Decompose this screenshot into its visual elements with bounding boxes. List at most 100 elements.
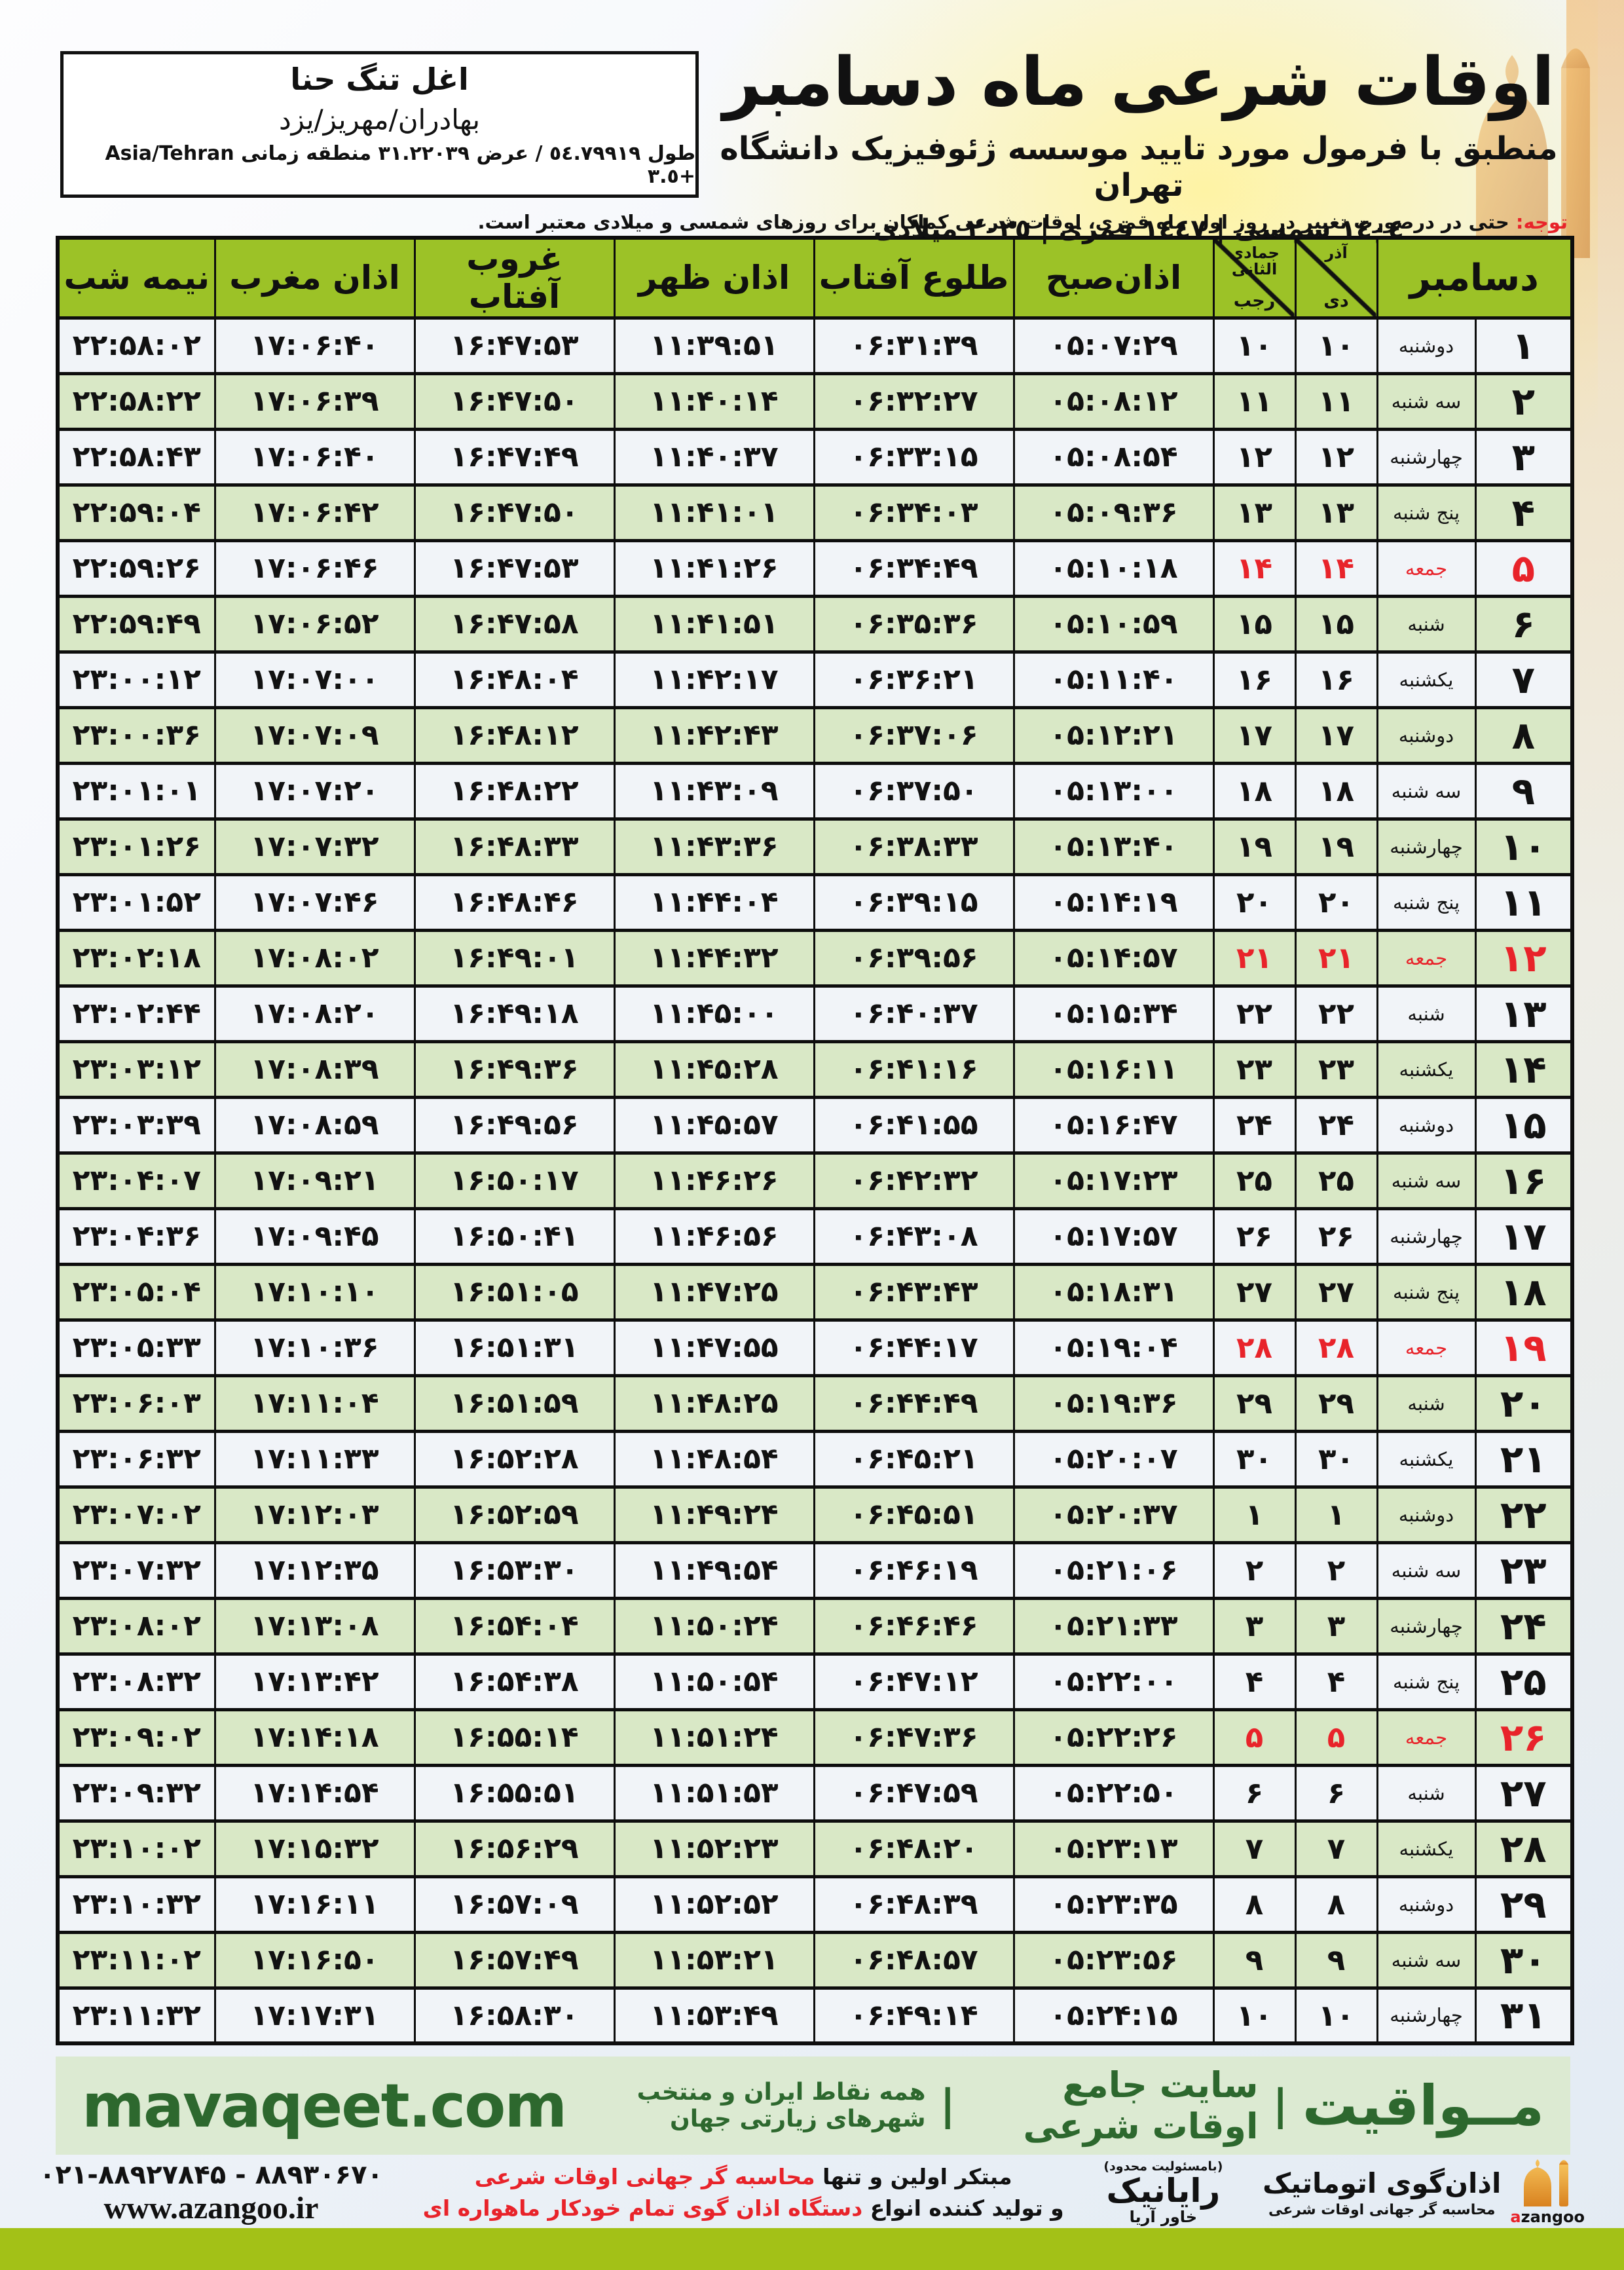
noon-cell: ۱۱:۴۵:۵۷ <box>613 1095 815 1155</box>
fajr-cell: ۰۵:۲۳:۳۵ <box>1012 1874 1215 1934</box>
weekday-cell: شنبه <box>1376 594 1477 654</box>
hijri-day-cell: ۲۳ <box>1212 1039 1297 1099</box>
noon-cell: ۱۱:۴۳:۳۶ <box>613 817 815 876</box>
noon-cell: ۱۱:۴۱:۲۶ <box>613 538 815 598</box>
day-cell: ۷ <box>1474 650 1574 709</box>
weekday-cell: دوشنبه <box>1376 316 1477 375</box>
midnight-cell: ۲۲:۵۹:۴۹ <box>56 594 216 654</box>
persian-day-cell: ۲ <box>1294 1540 1378 1600</box>
table-row: ۲۷ شنبه ۶ ۶ ۰۵:۲۲:۵۰ ۰۶:۴۷:۵۹ ۱۱:۵۱:۵۳ ۱۶:۵۵:۵۱… <box>56 1763 1574 1823</box>
sunrise-cell: ۰۶:۴۶:۴۶ <box>813 1596 1015 1656</box>
persian-day-cell: ۱۲ <box>1294 427 1378 487</box>
midnight-cell: ۲۳:۱۱:۳۲ <box>56 1986 216 2045</box>
column-sunrise: طلوع آفتاب <box>813 236 1015 320</box>
sunset-cell: ۱۶:۵۱:۰۵ <box>413 1262 616 1322</box>
sunrise-cell: ۰۶:۳۸:۳۳ <box>813 817 1015 876</box>
sunrise-cell: ۰۶:۴۱:۱۶ <box>813 1039 1015 1099</box>
midnight-cell: ۲۳:۰۸:۳۲ <box>56 1652 216 1711</box>
sunrise-cell: ۰۶:۴۷:۱۲ <box>813 1652 1015 1711</box>
hijri-day-cell: ۲۶ <box>1212 1206 1297 1266</box>
table-row: ۱۷ چهارشنبه ۲۶ ۲۶ ۰۵:۱۷:۵۷ ۰۶:۴۳:۰۸ ۱۱:۴۶:۵۶ ۱۶… <box>56 1206 1574 1266</box>
weekday-cell: سه شنبه <box>1376 1930 1477 1990</box>
sunrise-cell: ۰۶:۴۲:۳۲ <box>813 1151 1015 1210</box>
hijri-day-cell: ۲۸ <box>1212 1318 1297 1377</box>
midnight-cell: ۲۳:۱۰:۰۲ <box>56 1819 216 1878</box>
sunset-cell: ۱۶:۵۵:۱۴ <box>413 1707 616 1767</box>
fajr-cell: ۰۵:۱۶:۴۷ <box>1012 1095 1215 1155</box>
table-row: ۲۶ جمعه ۵ ۵ ۰۵:۲۲:۲۶ ۰۶:۴۷:۳۶ ۱۱:۵۱:۲۴ ۱۶:۵۵:۱۴… <box>56 1707 1574 1767</box>
weekday-cell: دوشنبه <box>1376 1874 1477 1934</box>
table-row: ۳۰ سه شنبه ۹ ۹ ۰۵:۲۳:۵۶ ۰۶:۴۸:۵۷ ۱۱:۵۳:۲۱ ۱۶:۵۷… <box>56 1930 1574 1990</box>
maghrib-cell: ۱۷:۱۳:۰۸ <box>213 1596 416 1656</box>
persian-day-cell: ۶ <box>1294 1763 1378 1823</box>
sunrise-cell: ۰۶:۴۳:۰۸ <box>813 1206 1015 1266</box>
midnight-cell: ۲۳:۰۴:۳۶ <box>56 1206 216 1266</box>
sunrise-cell: ۰۶:۳۷:۰۶ <box>813 705 1015 765</box>
maghrib-cell: ۱۷:۱۲:۳۵ <box>213 1540 416 1600</box>
table-row: ۶ شنبه ۱۵ ۱۵ ۰۵:۱۰:۵۹ ۰۶:۳۵:۳۶ ۱۱:۴۱:۵۱ ۱۶:۴۷:۵… <box>56 594 1574 654</box>
sunset-cell: ۱۶:۵۰:۱۷ <box>413 1151 616 1210</box>
table-row: ۱۹ جمعه ۲۸ ۲۸ ۰۵:۱۹:۰۴ ۰۶:۴۴:۱۷ ۱۱:۴۷:۵۵ ۱۶:۵۱:… <box>56 1318 1574 1377</box>
hijri-day-cell: ۹ <box>1212 1930 1297 1990</box>
midnight-cell: ۲۳:۰۰:۱۲ <box>56 650 216 709</box>
midnight-cell: ۲۳:۰۷:۳۲ <box>56 1540 216 1600</box>
location-box: اغل تنگ حنا بهادران/مهریز/یزد طول ٥٤.٧٩٩… <box>60 51 699 198</box>
sunrise-cell: ۰۶:۴۸:۲۰ <box>813 1819 1015 1878</box>
hijri-day-cell: ۴ <box>1212 1652 1297 1711</box>
weekday-cell: شنبه <box>1376 984 1477 1043</box>
sunset-cell: ۱۶:۴۷:۵۳ <box>413 316 616 375</box>
sunset-cell: ۱۶:۵۶:۲۹ <box>413 1819 616 1878</box>
hijri-day-cell: ۲۰ <box>1212 872 1297 932</box>
sunrise-cell: ۰۶:۳۹:۱۵ <box>813 872 1015 932</box>
day-cell: ۲۲ <box>1474 1485 1574 1544</box>
persian-day-cell: ۱۹ <box>1294 817 1378 876</box>
day-cell: ۳۱ <box>1474 1986 1574 2045</box>
table-row: ۲۳ سه شنبه ۲ ۲ ۰۵:۲۱:۰۶ ۰۶:۴۶:۱۹ ۱۱:۴۹:۵۴ ۱۶:۵۳… <box>56 1540 1574 1600</box>
hijri-day-cell: ۲۱ <box>1212 928 1297 988</box>
hijri-day-cell: ۱۰ <box>1212 1986 1297 2045</box>
day-cell: ۲۳ <box>1474 1540 1574 1600</box>
noon-cell: ۱۱:۴۲:۴۳ <box>613 705 815 765</box>
sunset-cell: ۱۶:۴۸:۱۲ <box>413 705 616 765</box>
fajr-cell: ۰۵:۲۲:۵۰ <box>1012 1763 1215 1823</box>
table-row: ۲۴ چهارشنبه ۳ ۳ ۰۵:۲۱:۳۳ ۰۶:۴۶:۴۶ ۱۱:۵۰:۲۴ ۱۶:۵… <box>56 1596 1574 1656</box>
persian-day-cell: ۳ <box>1294 1596 1378 1656</box>
noon-cell: ۱۱:۵۳:۲۱ <box>613 1930 815 1990</box>
midnight-cell: ۲۳:۰۲:۴۴ <box>56 984 216 1043</box>
table-header-row: دسامبر آذر دی جمادی الثانی رجب اذان‌صبح … <box>56 236 1574 320</box>
table-row: ۱۸ پنج شنبه ۲۷ ۲۷ ۰۵:۱۸:۳۱ ۰۶:۴۳:۴۳ ۱۱:۴۷:۲۵ ۱۶… <box>56 1262 1574 1322</box>
sunrise-cell: ۰۶:۴۱:۵۵ <box>813 1095 1015 1155</box>
sunrise-cell: ۰۶:۴۷:۵۹ <box>813 1763 1015 1823</box>
day-cell: ۵ <box>1474 538 1574 598</box>
day-cell: ۲۶ <box>1474 1707 1574 1767</box>
midnight-cell: ۲۳:۰۱:۵۲ <box>56 872 216 932</box>
noon-cell: ۱۱:۴۷:۵۵ <box>613 1318 815 1377</box>
column-december: دسامبر <box>1376 236 1574 320</box>
sunset-cell: ۱۶:۴۷:۵۰ <box>413 371 616 431</box>
maghrib-cell: ۱۷:۰۹:۲۱ <box>213 1151 416 1210</box>
fajr-cell: ۰۵:۱۰:۵۹ <box>1012 594 1215 654</box>
table-row: ۳۱ چهارشنبه ۱۰ ۱۰ ۰۵:۲۴:۱۵ ۰۶:۴۹:۱۴ ۱۱:۵۳:۴۹ ۱۶… <box>56 1986 1574 2045</box>
midnight-cell: ۲۲:۵۸:۴۳ <box>56 427 216 487</box>
sunrise-cell: ۰۶:۳۹:۵۶ <box>813 928 1015 988</box>
persian-day-cell: ۲۵ <box>1294 1151 1378 1210</box>
noon-cell: ۱۱:۵۱:۵۳ <box>613 1763 815 1823</box>
hijri-month-bottom-label: رجب <box>1233 290 1276 311</box>
weekday-cell: پنج شنبه <box>1376 872 1477 932</box>
noon-cell: ۱۱:۵۳:۴۹ <box>613 1986 815 2045</box>
column-persian-month: آذر دی <box>1294 236 1378 320</box>
maghrib-cell: ۱۷:۰۷:۰۹ <box>213 705 416 765</box>
table-row: ۲۹ دوشنبه ۸ ۸ ۰۵:۲۳:۳۵ ۰۶:۴۸:۳۹ ۱۱:۵۲:۵۲ ۱۶:۵۷:… <box>56 1874 1574 1934</box>
noon-cell: ۱۱:۴۶:۵۶ <box>613 1206 815 1266</box>
note-label: توجه: <box>1515 211 1568 233</box>
persian-day-cell: ۱۰ <box>1294 316 1378 375</box>
noon-cell: ۱۱:۴۸:۵۴ <box>613 1429 815 1489</box>
table-row: ۱۰ چهارشنبه ۱۹ ۱۹ ۰۵:۱۳:۴۰ ۰۶:۳۸:۳۳ ۱۱:۴۳:۳۶ ۱۶… <box>56 817 1574 876</box>
hijri-day-cell: ۲۵ <box>1212 1151 1297 1210</box>
hijri-day-cell: ۶ <box>1212 1763 1297 1823</box>
fajr-cell: ۰۵:۲۱:۳۳ <box>1012 1596 1215 1656</box>
maghrib-cell: ۱۷:۰۶:۴۰ <box>213 427 416 487</box>
weekday-cell: جمعه <box>1376 1318 1477 1377</box>
noon-cell: ۱۱:۴۱:۰۱ <box>613 483 815 542</box>
fajr-cell: ۰۵:۱۱:۴۰ <box>1012 650 1215 709</box>
